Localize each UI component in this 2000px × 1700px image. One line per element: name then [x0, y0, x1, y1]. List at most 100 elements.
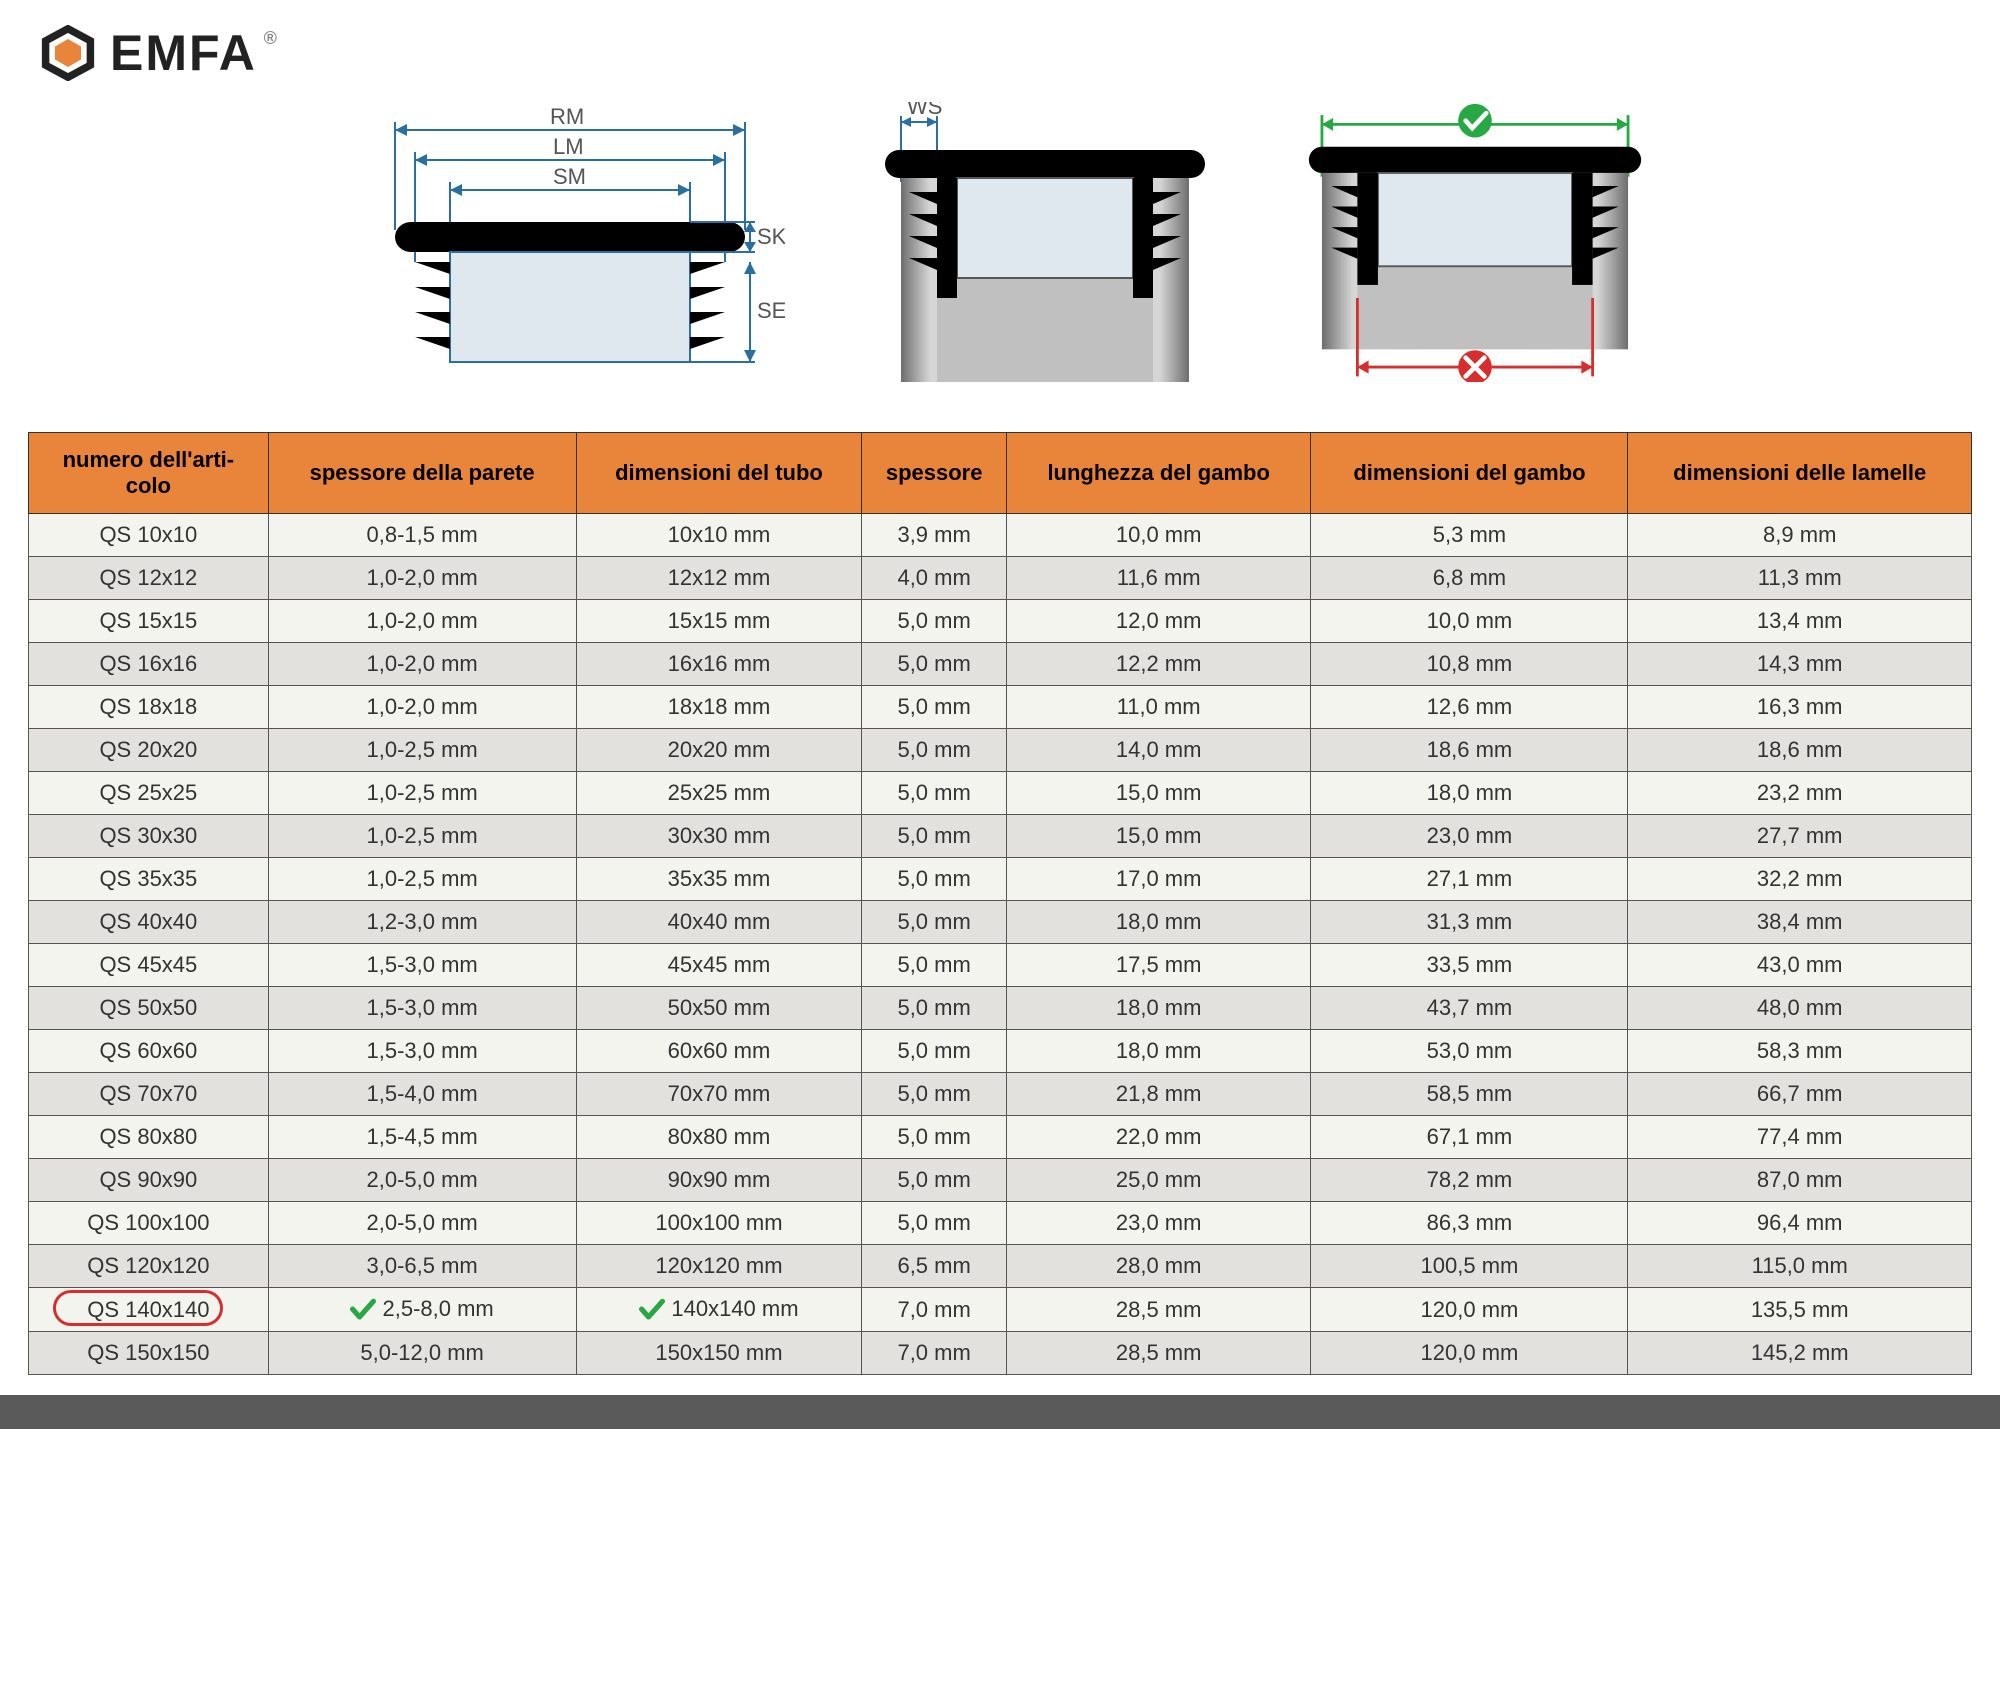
table-cell: 23,2 mm	[1628, 772, 1972, 815]
table-cell: 120x120 mm	[576, 1245, 862, 1288]
table-cell: QS 150x150	[29, 1332, 269, 1375]
table-cell: QS 18x18	[29, 686, 269, 729]
table-cell: 1,5-3,0 mm	[268, 944, 576, 987]
table-row: QS 25x251,0-2,5 mm25x25 mm5,0 mm15,0 mm1…	[29, 772, 1972, 815]
table-cell: 11,6 mm	[1006, 557, 1311, 600]
table-row: QS 45x451,5-3,0 mm45x45 mm5,0 mm17,5 mm3…	[29, 944, 1972, 987]
table-cell: 67,1 mm	[1311, 1116, 1628, 1159]
diagram-tube-ws: WS	[875, 102, 1215, 382]
table-row: QS 12x121,0-2,0 mm12x12 mm4,0 mm11,6 mm6…	[29, 557, 1972, 600]
table-cell: 25x25 mm	[576, 772, 862, 815]
table-cell: 15x15 mm	[576, 600, 862, 643]
table-cell: 30x30 mm	[576, 815, 862, 858]
table-cell: 70x70 mm	[576, 1073, 862, 1116]
table-cell: 28,5 mm	[1006, 1332, 1311, 1375]
table-cell: 25,0 mm	[1006, 1159, 1311, 1202]
table-cell: 27,1 mm	[1311, 858, 1628, 901]
table-row: QS 18x181,0-2,0 mm18x18 mm5,0 mm11,0 mm1…	[29, 686, 1972, 729]
table-cell: 1,0-2,5 mm	[268, 858, 576, 901]
table-cell: 86,3 mm	[1311, 1202, 1628, 1245]
diagram-correct-wrong	[1305, 102, 1645, 382]
table-cell: 77,4 mm	[1628, 1116, 1972, 1159]
table-row: QS 60x601,5-3,0 mm60x60 mm5,0 mm18,0 mm5…	[29, 1030, 1972, 1073]
table-cell: 17,0 mm	[1006, 858, 1311, 901]
col-header-2: dimensioni del tubo	[576, 433, 862, 514]
table-cell: 13,4 mm	[1628, 600, 1972, 643]
table-cell: 28,5 mm	[1006, 1288, 1311, 1332]
spec-table-wrapper: numero dell'arti-colospessore della pare…	[0, 432, 2000, 1375]
table-cell: 12,6 mm	[1311, 686, 1628, 729]
table-cell: QS 12x12	[29, 557, 269, 600]
table-cell: 23,0 mm	[1006, 1202, 1311, 1245]
table-cell: QS 15x15	[29, 600, 269, 643]
table-cell: 0,8-1,5 mm	[268, 514, 576, 557]
table-cell: 7,0 mm	[862, 1288, 1007, 1332]
table-cell: 3,0-6,5 mm	[268, 1245, 576, 1288]
col-header-3: spessore	[862, 433, 1007, 514]
table-cell: 18,6 mm	[1311, 729, 1628, 772]
table-row: QS 15x151,0-2,0 mm15x15 mm5,0 mm12,0 mm1…	[29, 600, 1972, 643]
table-cell: 5,0 mm	[862, 1073, 1007, 1116]
table-cell: 5,0 mm	[862, 643, 1007, 686]
diagram-dimensioned: RM LM SM SK	[355, 102, 785, 402]
table-cell: 11,0 mm	[1006, 686, 1311, 729]
table-cell: 1,0-2,0 mm	[268, 643, 576, 686]
table-cell: 18,0 mm	[1006, 987, 1311, 1030]
table-cell: 5,0 mm	[862, 772, 1007, 815]
table-cell: 11,3 mm	[1628, 557, 1972, 600]
table-cell: 1,0-2,5 mm	[268, 772, 576, 815]
table-row: QS 80x801,5-4,5 mm80x80 mm5,0 mm22,0 mm6…	[29, 1116, 1972, 1159]
table-cell: 27,7 mm	[1628, 815, 1972, 858]
table-cell: 5,0 mm	[862, 944, 1007, 987]
table-row: QS 100x1002,0-5,0 mm100x100 mm5,0 mm23,0…	[29, 1202, 1972, 1245]
table-cell: 12,0 mm	[1006, 600, 1311, 643]
table-cell: 1,5-3,0 mm	[268, 1030, 576, 1073]
table-cell: 40x40 mm	[576, 901, 862, 944]
table-cell: 6,8 mm	[1311, 557, 1628, 600]
footer-bar	[0, 1395, 2000, 1429]
table-cell: 21,8 mm	[1006, 1073, 1311, 1116]
table-cell: 5,3 mm	[1311, 514, 1628, 557]
table-cell: 145,2 mm	[1628, 1332, 1972, 1375]
table-cell: QS 90x90	[29, 1159, 269, 1202]
table-cell: 15,0 mm	[1006, 772, 1311, 815]
table-cell: 1,5-4,0 mm	[268, 1073, 576, 1116]
table-cell: 12x12 mm	[576, 557, 862, 600]
table-cell: QS 25x25	[29, 772, 269, 815]
table-cell: QS 30x30	[29, 815, 269, 858]
table-cell: 96,4 mm	[1628, 1202, 1972, 1245]
table-cell: 1,0-2,0 mm	[268, 557, 576, 600]
table-row: QS 20x201,0-2,5 mm20x20 mm5,0 mm14,0 mm1…	[29, 729, 1972, 772]
table-cell: 100,5 mm	[1311, 1245, 1628, 1288]
table-cell: 18,0 mm	[1006, 901, 1311, 944]
table-cell: 2,0-5,0 mm	[268, 1202, 576, 1245]
svg-text:RM: RM	[550, 104, 584, 129]
table-cell: 5,0-12,0 mm	[268, 1332, 576, 1375]
table-cell: 1,2-3,0 mm	[268, 901, 576, 944]
table-cell: 43,0 mm	[1628, 944, 1972, 987]
table-cell: 80x80 mm	[576, 1116, 862, 1159]
table-cell: 2,5-8,0 mm	[268, 1288, 576, 1332]
table-cell: QS 100x100	[29, 1202, 269, 1245]
table-cell: 1,0-2,5 mm	[268, 729, 576, 772]
table-cell: 7,0 mm	[862, 1332, 1007, 1375]
table-row: QS 16x161,0-2,0 mm16x16 mm5,0 mm12,2 mm1…	[29, 643, 1972, 686]
table-cell: 8,9 mm	[1628, 514, 1972, 557]
diagram-row: RM LM SM SK	[0, 92, 2000, 432]
table-cell: 5,0 mm	[862, 987, 1007, 1030]
table-row: QS 40x401,2-3,0 mm40x40 mm5,0 mm18,0 mm3…	[29, 901, 1972, 944]
table-cell: QS 10x10	[29, 514, 269, 557]
col-header-0: numero dell'arti-colo	[29, 433, 269, 514]
table-cell: 14,3 mm	[1628, 643, 1972, 686]
table-cell: QS 120x120	[29, 1245, 269, 1288]
table-cell: QS 40x40	[29, 901, 269, 944]
table-cell: QS 45x45	[29, 944, 269, 987]
table-cell: 31,3 mm	[1311, 901, 1628, 944]
table-row: QS 50x501,5-3,0 mm50x50 mm5,0 mm18,0 mm4…	[29, 987, 1972, 1030]
table-cell: 5,0 mm	[862, 600, 1007, 643]
table-cell: 16,3 mm	[1628, 686, 1972, 729]
svg-text:LM: LM	[553, 134, 584, 159]
table-cell: 16x16 mm	[576, 643, 862, 686]
table-cell: 5,0 mm	[862, 686, 1007, 729]
col-header-6: dimensioni delle lamelle	[1628, 433, 1972, 514]
